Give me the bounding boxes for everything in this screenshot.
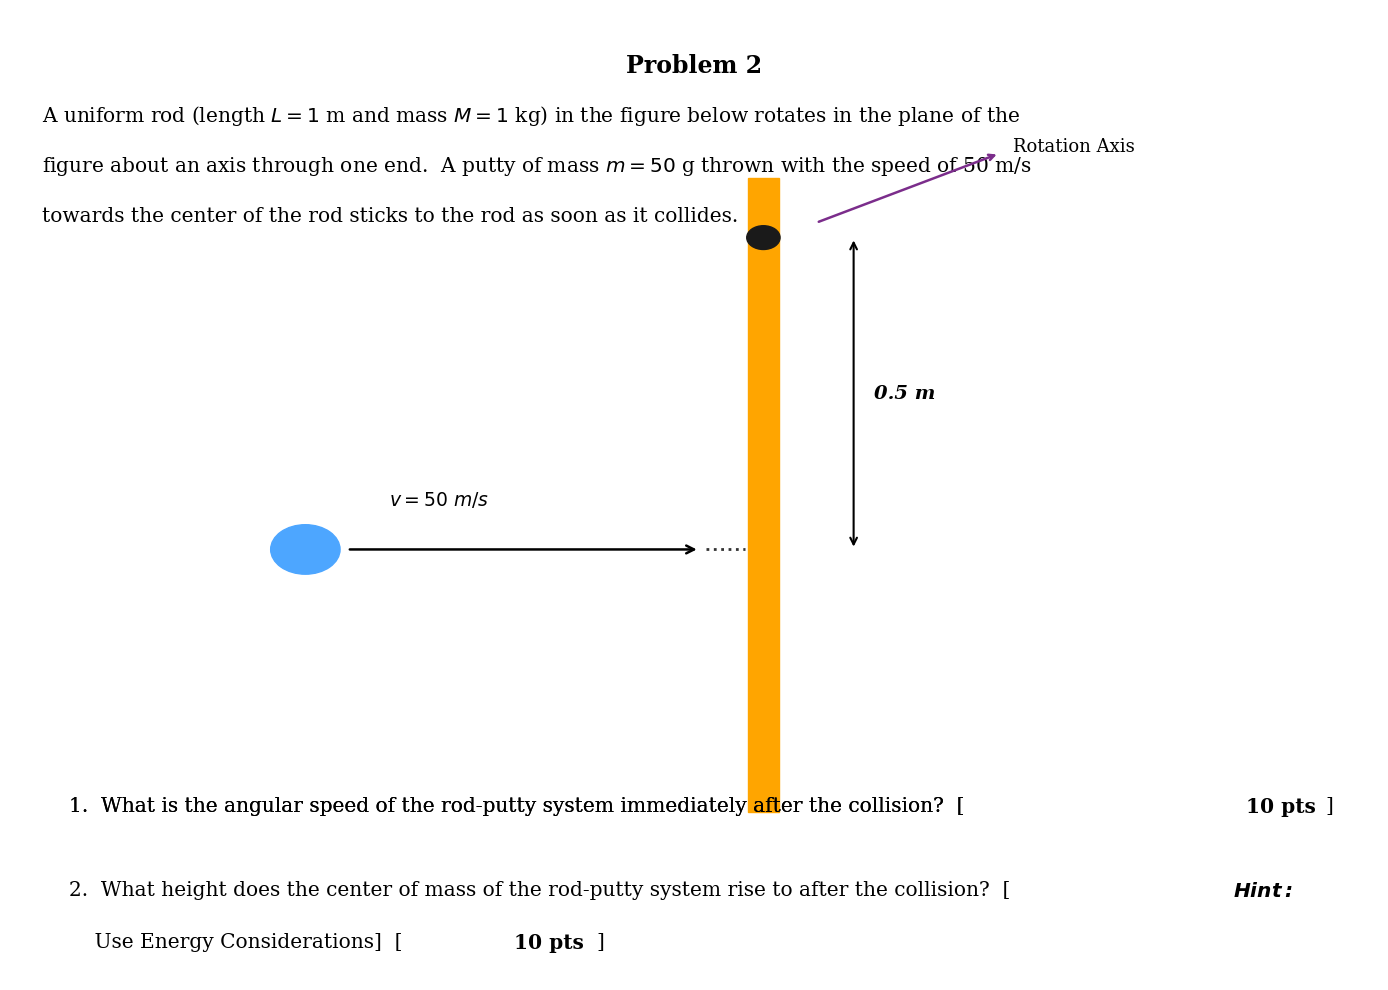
Text: ]: ] (1326, 797, 1334, 816)
Text: 1.  What is the angular speed of the rod-putty system immediately after the coll: 1. What is the angular speed of the rod-… (69, 797, 965, 816)
Text: 10 pts: 10 pts (1246, 797, 1316, 817)
Text: 1.  What is the angular speed of the rod-putty system immediately after the coll: 1. What is the angular speed of the rod-… (69, 797, 965, 816)
Text: Problem 2: Problem 2 (626, 54, 762, 78)
Text: ]: ] (597, 933, 605, 951)
Text: 0.5 m: 0.5 m (874, 384, 936, 403)
Text: 10 pts: 10 pts (514, 933, 583, 952)
Text: towards the center of the rod sticks to the rod as soon as it collides.: towards the center of the rod sticks to … (42, 207, 738, 226)
Text: $v = 50\ m/s$: $v = 50\ m/s$ (389, 490, 489, 510)
Text: 2.  What height does the center of mass of the rod-putty system rise to after th: 2. What height does the center of mass o… (69, 881, 1010, 900)
FancyBboxPatch shape (748, 178, 779, 812)
Circle shape (747, 226, 780, 249)
Text: Rotation Axis: Rotation Axis (1013, 138, 1135, 155)
Text: $\bfit{Hint:}$: $\bfit{Hint:}$ (1233, 881, 1292, 901)
Text: Use Energy Considerations]  [: Use Energy Considerations] [ (69, 933, 403, 951)
Text: A uniform rod (length $L = 1$ m and mass $M = 1$ kg) in the figure below rotates: A uniform rod (length $L = 1$ m and mass… (42, 104, 1020, 128)
Circle shape (271, 525, 340, 574)
Text: figure about an axis through one end.  A putty of mass $m = 50$ g thrown with th: figure about an axis through one end. A … (42, 155, 1031, 178)
